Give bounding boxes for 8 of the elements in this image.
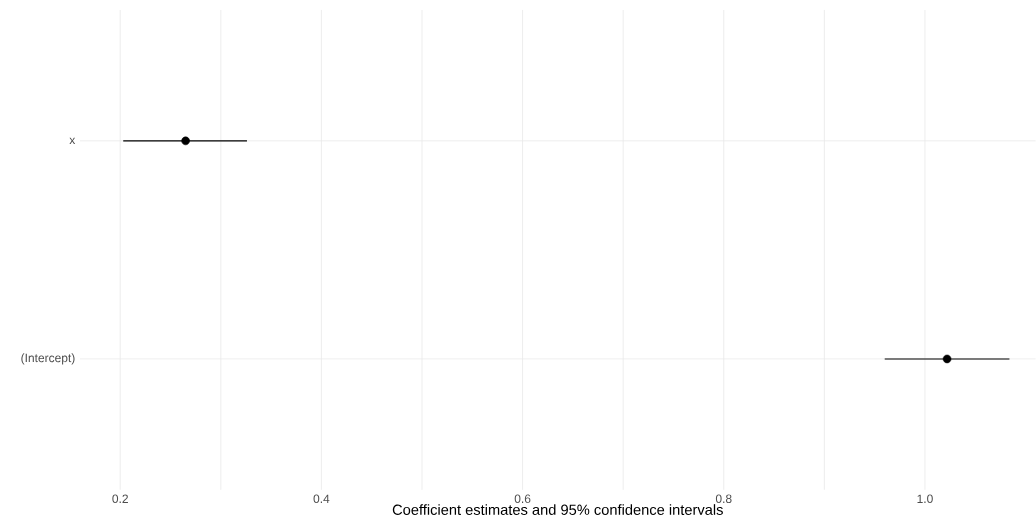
x-tick-label: 0.8 xyxy=(715,494,732,504)
x-axis-title: Coefficient estimates and 95% confidence intervals xyxy=(392,504,723,516)
x-tick-label: 0.6 xyxy=(514,494,531,504)
y-tick-label: (Intercept) xyxy=(21,353,75,365)
x-tick-label: 0.4 xyxy=(313,494,330,504)
y-tick-label: x xyxy=(69,137,76,145)
x-tick-label: 1.0 xyxy=(917,494,933,504)
x-tick-label: 0.2 xyxy=(112,494,128,504)
